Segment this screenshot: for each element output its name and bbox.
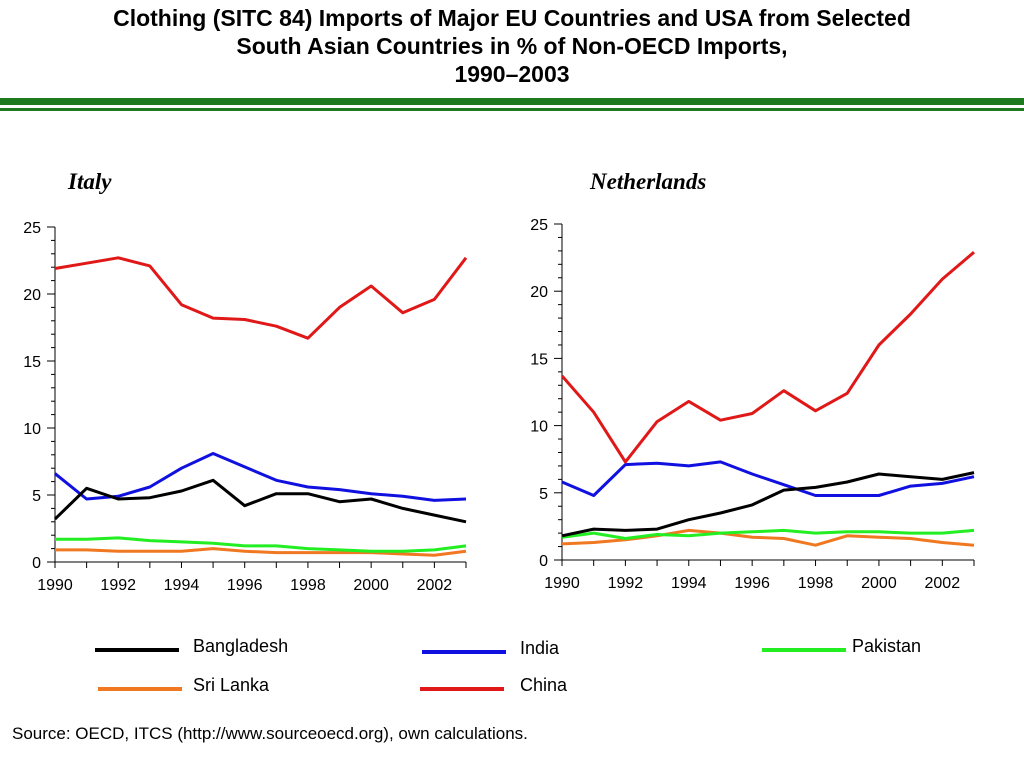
legend-swatch — [420, 687, 504, 691]
italy-y-tick-label: 0 — [32, 555, 41, 572]
italy-series-bangladesh — [53, 478, 467, 524]
netherlands-series-bangladesh — [561, 471, 975, 538]
legend-swatch — [95, 648, 179, 652]
italy-y-tick-label: 15 — [23, 354, 41, 371]
netherlands-x-tick-label: 1994 — [671, 575, 707, 592]
italy-x-tick-label: 1990 — [37, 577, 73, 594]
title-line-3: 1990–2003 — [454, 61, 570, 87]
title-line-1: Clothing (SITC 84) Imports of Major EU C… — [113, 5, 911, 31]
italy-series-pakistan — [55, 536, 467, 553]
legend-label: China — [520, 675, 568, 695]
italy-y-tick-label: 25 — [23, 220, 41, 237]
italy-x-tick-label: 1998 — [290, 577, 326, 594]
italy-series-india — [54, 452, 467, 502]
italy-series-china — [54, 256, 468, 340]
legend-label: Pakistan — [852, 636, 922, 656]
title-line-2: South Asian Countries in % of Non-OECD I… — [236, 33, 788, 59]
italy-x-tick-label: 1992 — [100, 577, 136, 594]
netherlands-x-tick-label: 1992 — [608, 575, 644, 592]
netherlands-x-tick-label: 1998 — [798, 575, 834, 592]
netherlands-series-china — [560, 251, 975, 464]
legend-label: Bangladesh — [193, 636, 289, 656]
netherlands-x-tick-label: 1996 — [734, 575, 770, 592]
netherlands-y-tick-label: 20 — [530, 284, 548, 301]
panel-title-italy: Italy — [68, 169, 112, 194]
legend-swatch — [762, 648, 846, 652]
legend-swatch — [422, 650, 506, 654]
netherlands-y-tick-label: 25 — [530, 217, 548, 234]
divider-thick — [0, 98, 1024, 105]
panel-title-netherlands: Netherlands — [590, 169, 707, 194]
italy-x-tick-label: 2002 — [417, 577, 453, 594]
divider-thin — [0, 108, 1024, 111]
italy-x-tick-label: 2000 — [353, 577, 389, 594]
netherlands-x-tick-label: 2002 — [925, 575, 961, 592]
source-note: Source: OECD, ITCS (http://www.sourceoec… — [12, 724, 528, 743]
netherlands-series-pakistan — [561, 528, 975, 540]
netherlands-x-tick-label: 1990 — [544, 575, 580, 592]
legend-swatch — [98, 687, 182, 691]
italy-y-tick-label: 10 — [23, 421, 41, 438]
netherlands-y-tick-label: 10 — [530, 419, 548, 436]
legend-label: India — [520, 638, 560, 658]
italy-x-tick-label: 1994 — [164, 577, 200, 594]
italy-y-tick-label: 20 — [23, 287, 41, 304]
netherlands-y-tick-label: 0 — [539, 553, 548, 570]
italy-series-sri-lanka — [55, 547, 467, 557]
netherlands-series-india — [561, 460, 975, 497]
netherlands-y-tick-label: 5 — [539, 486, 548, 503]
italy-y-tick-label: 5 — [32, 488, 41, 505]
netherlands-x-tick-label: 2000 — [861, 575, 897, 592]
netherlands-y-tick-label: 15 — [530, 351, 548, 368]
chart-title: Clothing (SITC 84) Imports of Major EU C… — [0, 4, 1024, 88]
legend-label: Sri Lanka — [193, 675, 270, 695]
italy-x-tick-label: 1996 — [227, 577, 263, 594]
